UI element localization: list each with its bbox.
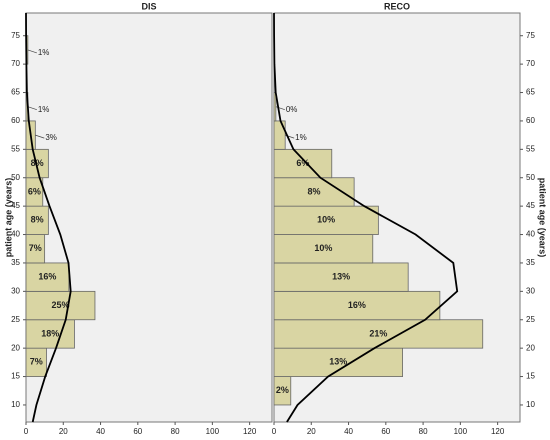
x-tick-label: 0 — [272, 427, 277, 436]
y-tick-label: 15 — [11, 372, 20, 381]
x-tick-label: 80 — [419, 427, 428, 436]
x-tick-label: 100 — [454, 427, 468, 436]
bar-label: 21% — [369, 328, 387, 338]
x-tick-label: 60 — [133, 427, 142, 436]
normal-curve — [273, 12, 459, 423]
leader-line — [27, 106, 37, 111]
y-tick-label: 60 — [526, 116, 535, 125]
bar — [25, 290, 96, 321]
bar-label: 13% — [332, 272, 350, 282]
bar — [273, 319, 484, 349]
y-tick-label: 70 — [11, 59, 20, 68]
x-tick-label: 40 — [344, 427, 353, 436]
y-tick-label: 75 — [526, 31, 535, 40]
y-tick-label: 30 — [11, 286, 20, 295]
normal-curve — [25, 12, 72, 423]
y-tick-label: 65 — [11, 88, 20, 97]
bar-label: 13% — [329, 357, 347, 367]
bar — [273, 234, 374, 264]
y-tick-label: 65 — [526, 88, 535, 97]
bar — [25, 148, 49, 179]
bar-label: 18% — [41, 328, 59, 338]
y-axis-label: patient age (years) — [3, 178, 13, 258]
x-tick-label: 60 — [381, 427, 390, 436]
y-tick-label: 60 — [11, 116, 20, 125]
panel-title: DIS — [141, 1, 156, 11]
bar-label: 10% — [317, 215, 335, 225]
y-tick-label: 15 — [526, 372, 535, 381]
y-tick-label: 55 — [11, 144, 20, 153]
bar — [273, 262, 409, 292]
x-tick-label: 0 — [24, 427, 29, 436]
x-tick-label: 80 — [171, 427, 180, 436]
bar-label: 25% — [51, 300, 69, 310]
panel-title: RECO — [384, 1, 410, 11]
bar-label: 1% — [295, 133, 307, 142]
x-tick-label: 40 — [96, 427, 105, 436]
y-tick-label: 75 — [11, 31, 20, 40]
bar-label: 8% — [31, 158, 44, 168]
bar-label: 8% — [31, 215, 44, 225]
bar — [25, 262, 70, 292]
bar-label: 6% — [28, 186, 41, 196]
bar-label: 1% — [38, 105, 50, 114]
bar-label: 7% — [29, 243, 42, 253]
x-tick-label: 120 — [491, 427, 505, 436]
y-tick-label: 25 — [526, 315, 535, 324]
y-tick-label: 35 — [11, 258, 20, 267]
bar-label: 6% — [296, 158, 309, 168]
x-tick-label: 20 — [307, 427, 316, 436]
y-axis-label: patient age (years) — [538, 178, 548, 258]
leader-line — [27, 49, 37, 54]
bar-label: 0% — [286, 105, 298, 114]
x-tick-label: 20 — [59, 427, 68, 436]
y-tick-label: 70 — [526, 59, 535, 68]
y-tick-label: 30 — [526, 286, 535, 295]
panel — [25, 12, 273, 423]
bar-label: 7% — [30, 357, 43, 367]
bar-label: 16% — [38, 272, 56, 282]
y-tick-label: 55 — [526, 144, 535, 153]
bar-label: 10% — [314, 243, 332, 253]
y-tick-label: 10 — [11, 400, 20, 409]
bar-label: 2% — [276, 385, 289, 395]
bar-label: 1% — [38, 48, 50, 57]
y-tick-label: 50 — [11, 173, 20, 182]
y-tick-label: 45 — [526, 201, 535, 210]
bar-label: 8% — [308, 186, 321, 196]
y-tick-label: 40 — [526, 230, 535, 239]
y-tick-label: 20 — [11, 343, 20, 352]
bar — [273, 148, 333, 179]
x-tick-label: 120 — [243, 427, 257, 436]
y-tick-label: 50 — [526, 173, 535, 182]
y-tick-label: 25 — [11, 315, 20, 324]
bar — [273, 120, 286, 150]
leader-line — [35, 134, 45, 139]
bar-label: 16% — [348, 300, 366, 310]
y-tick-label: 10 — [526, 400, 535, 409]
y-tick-label: 40 — [11, 230, 20, 239]
y-tick-label: 45 — [11, 201, 20, 210]
y-tick-label: 35 — [526, 258, 535, 267]
bar-label: 3% — [45, 133, 57, 142]
x-tick-label: 100 — [206, 427, 220, 436]
y-tick-label: 20 — [526, 343, 535, 352]
